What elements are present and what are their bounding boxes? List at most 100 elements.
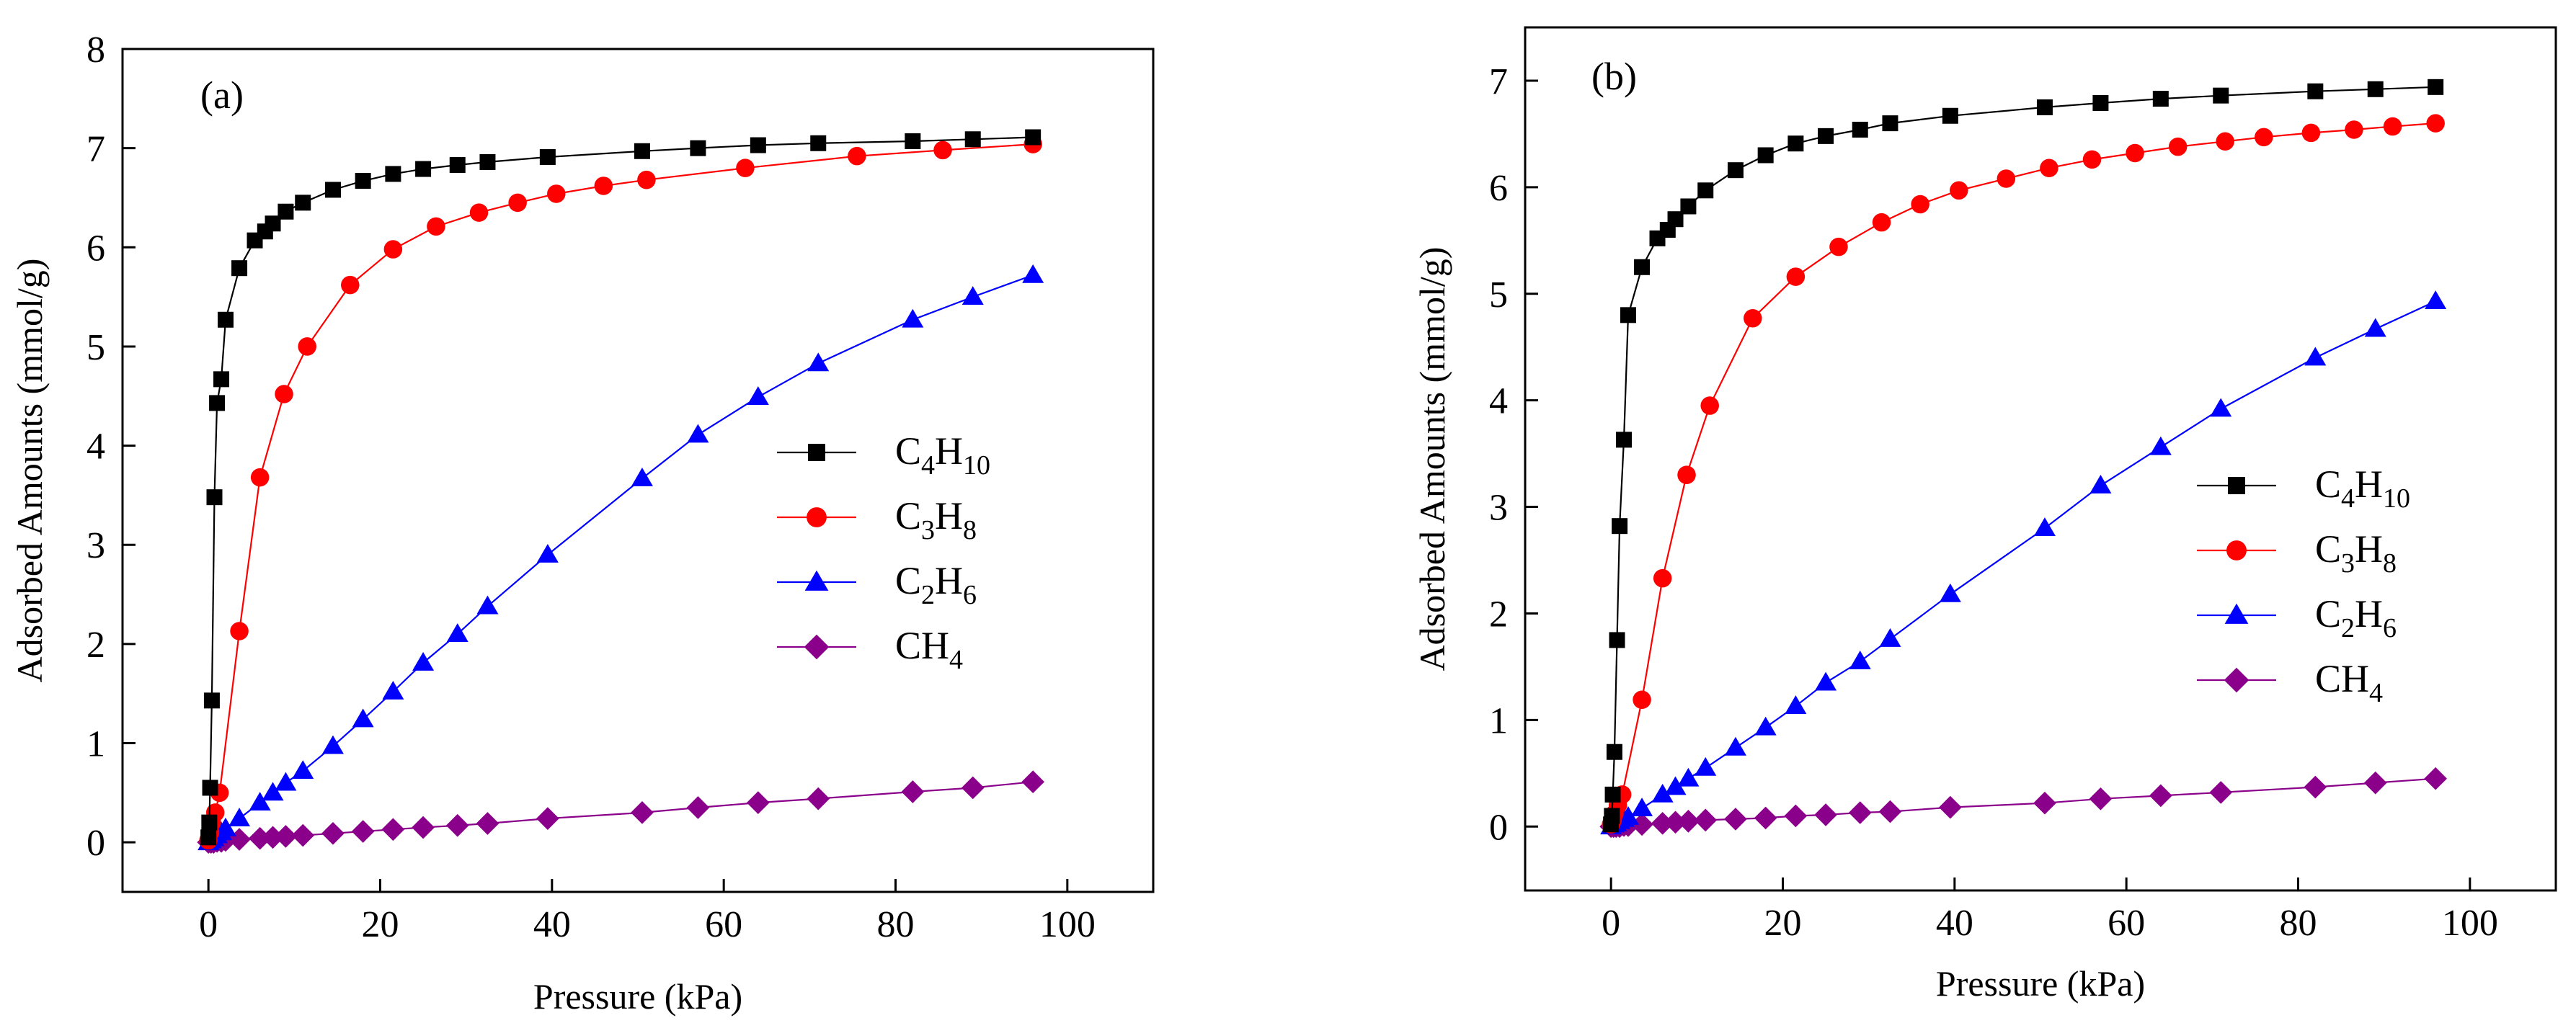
x-axis-title: Pressure (kPa) [1936, 963, 2145, 1004]
y-tick-label: 7 [1489, 61, 1508, 102]
series-line-c3h8 [1610, 122, 2436, 825]
data-point-c4h10 [1634, 259, 1651, 275]
data-point-c3h8 [2126, 143, 2144, 163]
data-point-c2h6 [1785, 695, 1807, 715]
x-tick-label: 0 [199, 904, 218, 945]
legend-marker-ch4 [2224, 667, 2249, 693]
data-point-c4h10 [1818, 128, 1834, 144]
x-tick-label: 60 [705, 904, 742, 945]
data-point-ch4 [686, 796, 710, 819]
data-point-c4h10 [2367, 81, 2384, 97]
data-point-c4h10 [1852, 121, 1868, 138]
data-point-ch4 [1878, 800, 1902, 823]
data-point-c2h6 [214, 817, 237, 836]
data-point-ch4 [1664, 811, 1687, 834]
series-c2h6 [197, 264, 1044, 851]
data-point-c4h10 [265, 215, 281, 232]
y-tick-label: 8 [86, 30, 105, 71]
y-tick-label: 1 [1489, 700, 1508, 741]
data-point-c3h8 [2040, 158, 2058, 177]
legend-label-part: H [2355, 463, 2383, 506]
data-point-c4h10 [1620, 307, 1636, 323]
legend-label-part: C [895, 429, 921, 473]
series-c3h8 [1602, 114, 2445, 834]
data-point-c3h8 [275, 385, 293, 403]
data-point-c4h10 [1757, 147, 1774, 164]
legend-label-ch4: CH4 [2315, 657, 2383, 708]
series-ch4 [1599, 767, 2448, 839]
data-point-c2h6 [2033, 517, 2056, 537]
data-point-ch4 [536, 807, 559, 830]
data-point-c4h10 [415, 161, 432, 177]
legend-marker-c4h10 [808, 444, 825, 461]
data-point-c4h10 [385, 166, 401, 182]
data-point-c3h8 [1911, 195, 1929, 214]
y-tick-label: 2 [86, 625, 105, 666]
data-point-c3h8 [933, 140, 952, 160]
data-point-c4h10 [277, 203, 294, 220]
x-tick-label: 20 [362, 904, 399, 945]
data-point-c4h10 [355, 173, 371, 189]
y-tick-label: 5 [1489, 274, 1508, 316]
data-point-c2h6 [476, 595, 499, 615]
data-point-c4h10 [1609, 632, 1625, 648]
data-point-c3h8 [736, 158, 755, 177]
series-c4h10 [200, 129, 1041, 846]
data-point-c3h8 [1950, 181, 1968, 200]
data-point-ch4 [2149, 784, 2172, 808]
data-point-c3h8 [1997, 169, 2016, 188]
data-point-c3h8 [1744, 309, 1762, 328]
x-tick-label: 80 [877, 904, 915, 945]
data-point-c3h8 [2255, 128, 2273, 147]
data-point-c2h6 [1677, 767, 1700, 787]
series-ch4 [197, 770, 1045, 854]
legend-label-c4h10: C4H10 [895, 429, 990, 481]
legend-label-c3h8: C3H8 [895, 494, 977, 545]
legend-label-part: 2 [921, 580, 935, 610]
legend-label-part: C [895, 559, 921, 602]
data-point-c4h10 [209, 395, 226, 411]
data-point-ch4 [381, 818, 405, 841]
x-tick-label: 60 [2108, 903, 2145, 944]
legend-marker-c2h6 [2224, 603, 2249, 624]
data-point-c4h10 [1025, 129, 1041, 146]
data-point-c2h6 [1631, 798, 1653, 817]
data-point-c2h6 [2210, 398, 2232, 417]
data-point-c2h6 [352, 708, 374, 728]
legend-label-part: H [935, 429, 963, 473]
legend-label-part: CH [895, 624, 949, 667]
data-point-c4h10 [1942, 107, 1958, 124]
data-point-c3h8 [2082, 150, 2102, 169]
data-point-c4h10 [231, 260, 248, 277]
x-tick-label: 100 [2442, 903, 2498, 944]
data-point-c4h10 [2092, 95, 2109, 112]
data-point-c4h10 [202, 780, 218, 796]
data-point-c3h8 [508, 193, 527, 213]
data-point-c4h10 [479, 153, 496, 170]
data-point-c3h8 [250, 468, 270, 487]
y-tick-label: 0 [86, 823, 105, 864]
panel-label: (b) [1591, 55, 1637, 98]
legend-label-part: H [2355, 527, 2383, 571]
data-point-ch4 [321, 821, 345, 845]
data-point-c2h6 [2149, 436, 2172, 455]
legend-label-part: 3 [921, 515, 935, 545]
series-line-c3h8 [208, 143, 1034, 841]
legend-label-part: 3 [2341, 548, 2355, 579]
x-axis-title: Pressure (kPa) [533, 976, 742, 1017]
data-point-c3h8 [427, 217, 445, 236]
data-point-c4h10 [1882, 115, 1898, 132]
legend-label-part: H [935, 559, 963, 602]
data-point-c2h6 [747, 386, 769, 406]
y-tick-label: 7 [86, 129, 105, 170]
data-point-c4h10 [1787, 135, 1804, 152]
x-tick-label: 20 [1764, 903, 1802, 944]
data-point-c4h10 [1606, 743, 1622, 760]
data-point-c2h6 [2364, 318, 2386, 337]
y-tick-label: 4 [86, 427, 105, 468]
data-point-ch4 [2304, 775, 2327, 799]
data-point-c4h10 [750, 137, 766, 153]
x-tick-label: 0 [1602, 903, 1620, 944]
data-point-ch4 [445, 813, 469, 837]
